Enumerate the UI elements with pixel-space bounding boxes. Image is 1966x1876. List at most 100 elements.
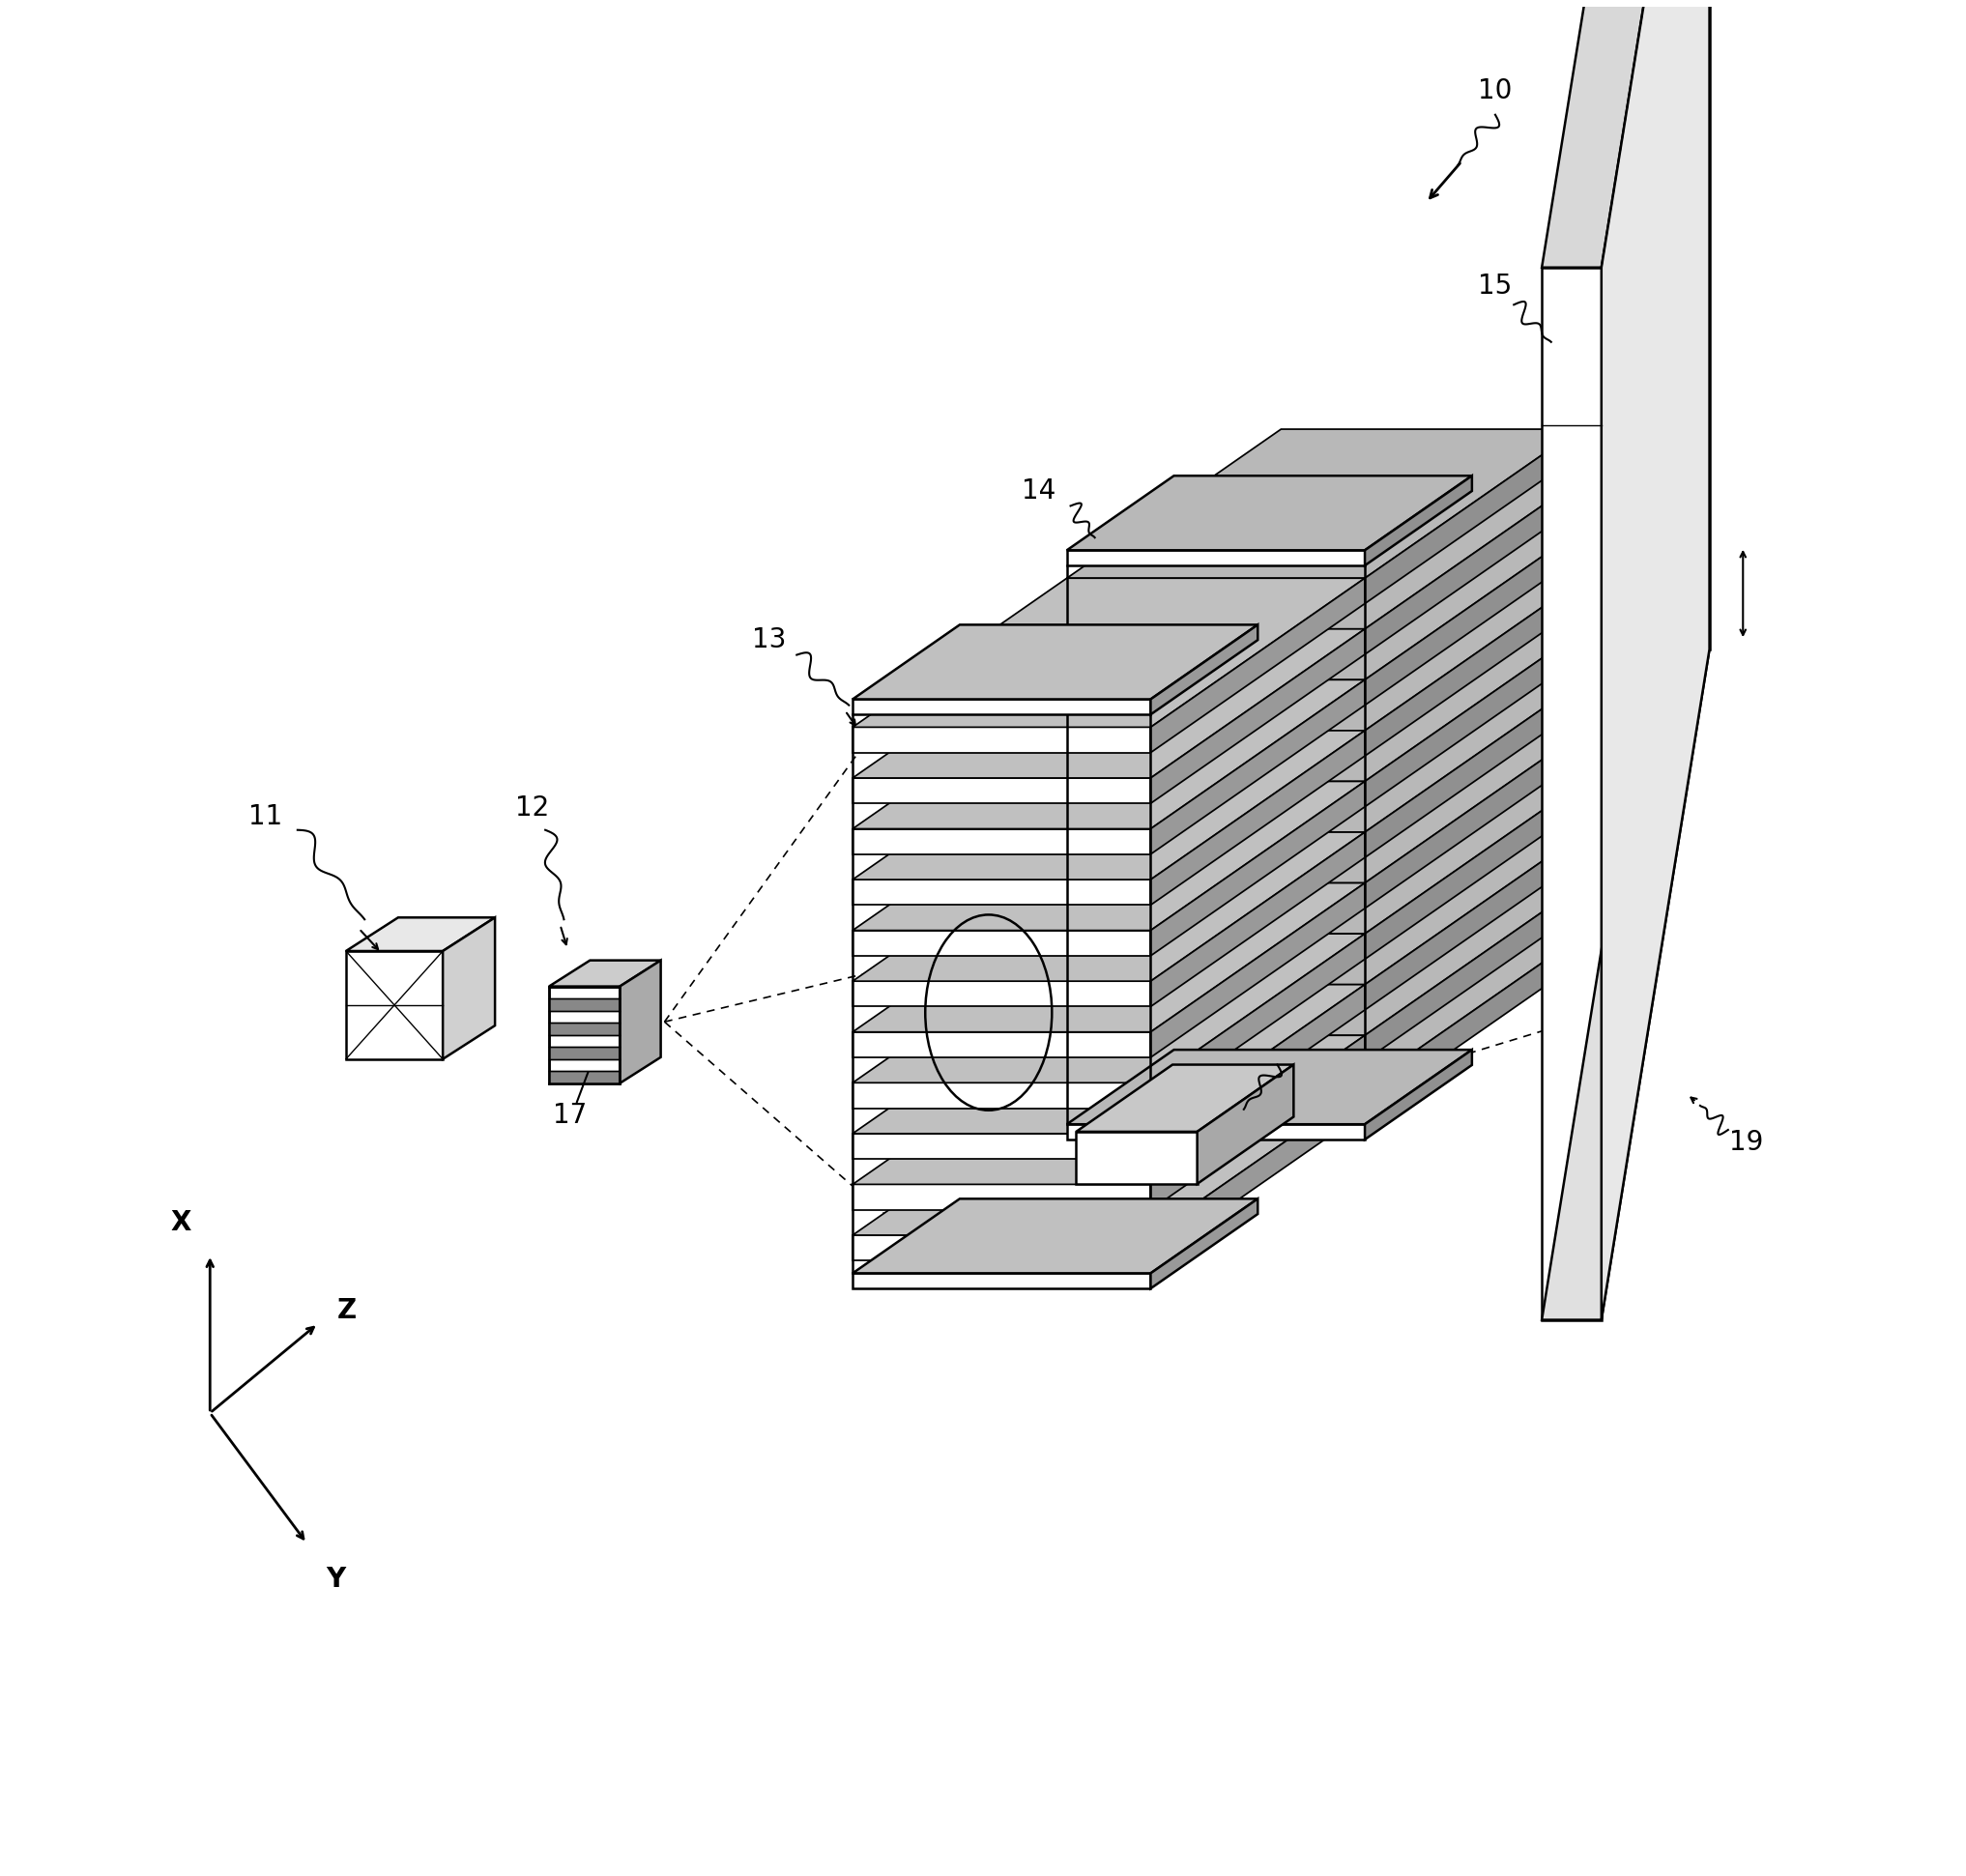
Text: Z: Z bbox=[336, 1296, 356, 1324]
Polygon shape bbox=[1649, 0, 1710, 649]
Polygon shape bbox=[1364, 531, 1579, 705]
Text: 19: 19 bbox=[1730, 1129, 1764, 1156]
Polygon shape bbox=[1150, 833, 1364, 1007]
Polygon shape bbox=[1068, 578, 1364, 604]
Polygon shape bbox=[853, 730, 1364, 880]
Polygon shape bbox=[1068, 582, 1579, 730]
Polygon shape bbox=[346, 951, 442, 1060]
Polygon shape bbox=[1068, 782, 1364, 807]
Text: 13: 13 bbox=[751, 627, 786, 653]
Polygon shape bbox=[1364, 430, 1579, 604]
Polygon shape bbox=[853, 779, 1150, 803]
Polygon shape bbox=[853, 884, 1364, 1032]
Polygon shape bbox=[1068, 985, 1364, 1009]
Polygon shape bbox=[1150, 1086, 1364, 1261]
Polygon shape bbox=[1364, 784, 1579, 959]
Polygon shape bbox=[1068, 835, 1579, 985]
Polygon shape bbox=[549, 961, 661, 987]
Polygon shape bbox=[1364, 582, 1579, 756]
Polygon shape bbox=[1364, 1051, 1473, 1139]
Polygon shape bbox=[1068, 1086, 1364, 1112]
Polygon shape bbox=[1068, 833, 1364, 857]
Polygon shape bbox=[1364, 477, 1473, 565]
Polygon shape bbox=[1068, 531, 1579, 679]
Polygon shape bbox=[1068, 477, 1473, 550]
Polygon shape bbox=[853, 930, 1150, 955]
Text: 12: 12 bbox=[515, 794, 549, 822]
Polygon shape bbox=[853, 782, 1364, 930]
Text: 14: 14 bbox=[1022, 478, 1056, 505]
Polygon shape bbox=[1150, 730, 1364, 904]
Polygon shape bbox=[853, 880, 1150, 904]
Polygon shape bbox=[1364, 632, 1579, 807]
Polygon shape bbox=[1150, 578, 1364, 752]
Polygon shape bbox=[1068, 730, 1364, 756]
Polygon shape bbox=[1150, 934, 1364, 1109]
Polygon shape bbox=[853, 700, 1150, 715]
Polygon shape bbox=[853, 728, 1150, 752]
Polygon shape bbox=[1150, 625, 1258, 715]
Polygon shape bbox=[853, 833, 1364, 981]
Polygon shape bbox=[1364, 480, 1579, 655]
Polygon shape bbox=[619, 961, 661, 1082]
Polygon shape bbox=[853, 1082, 1150, 1109]
Polygon shape bbox=[1068, 884, 1364, 908]
Polygon shape bbox=[1150, 679, 1364, 854]
Polygon shape bbox=[853, 578, 1364, 728]
Polygon shape bbox=[1364, 885, 1579, 1060]
Polygon shape bbox=[1068, 734, 1579, 884]
Polygon shape bbox=[1075, 1131, 1197, 1184]
Polygon shape bbox=[1541, 649, 1710, 1321]
Polygon shape bbox=[853, 1032, 1150, 1058]
Polygon shape bbox=[1068, 1124, 1364, 1139]
Polygon shape bbox=[853, 829, 1150, 854]
Text: 10: 10 bbox=[1478, 77, 1512, 103]
Polygon shape bbox=[549, 998, 619, 1011]
Text: 11: 11 bbox=[250, 803, 283, 831]
Polygon shape bbox=[1150, 985, 1364, 1159]
Polygon shape bbox=[1150, 884, 1364, 1058]
Polygon shape bbox=[853, 1184, 1150, 1210]
Polygon shape bbox=[853, 1234, 1150, 1261]
Polygon shape bbox=[1068, 784, 1579, 934]
Polygon shape bbox=[1541, 268, 1602, 1321]
Text: 18: 18 bbox=[1274, 1064, 1307, 1092]
Polygon shape bbox=[853, 1036, 1364, 1184]
Polygon shape bbox=[346, 917, 495, 951]
Polygon shape bbox=[1602, 0, 1710, 1321]
Polygon shape bbox=[1068, 885, 1579, 1036]
Polygon shape bbox=[853, 679, 1364, 829]
Polygon shape bbox=[1364, 938, 1579, 1112]
Polygon shape bbox=[1068, 679, 1364, 705]
Polygon shape bbox=[1068, 1036, 1364, 1060]
Polygon shape bbox=[853, 1133, 1150, 1159]
Polygon shape bbox=[853, 1086, 1364, 1234]
Polygon shape bbox=[1364, 734, 1579, 908]
Polygon shape bbox=[1068, 934, 1364, 959]
Polygon shape bbox=[1150, 1036, 1364, 1210]
Polygon shape bbox=[853, 628, 1364, 779]
Polygon shape bbox=[853, 625, 1258, 700]
Polygon shape bbox=[853, 985, 1364, 1133]
Text: 17: 17 bbox=[552, 1101, 586, 1129]
Polygon shape bbox=[1150, 1199, 1258, 1289]
Polygon shape bbox=[1068, 938, 1579, 1086]
Polygon shape bbox=[1068, 683, 1579, 833]
Polygon shape bbox=[549, 1071, 619, 1082]
Polygon shape bbox=[1068, 628, 1364, 655]
Text: 15: 15 bbox=[1478, 272, 1512, 300]
Polygon shape bbox=[1068, 550, 1364, 565]
Polygon shape bbox=[853, 1199, 1258, 1274]
Text: Y: Y bbox=[326, 1566, 346, 1593]
Polygon shape bbox=[1364, 835, 1579, 1009]
Polygon shape bbox=[1068, 480, 1579, 628]
Polygon shape bbox=[549, 1047, 619, 1060]
Text: H: H bbox=[1038, 1082, 1058, 1111]
Polygon shape bbox=[549, 1022, 619, 1036]
Polygon shape bbox=[1150, 628, 1364, 803]
Polygon shape bbox=[1075, 1066, 1294, 1131]
Polygon shape bbox=[1364, 683, 1579, 857]
Polygon shape bbox=[853, 934, 1364, 1082]
Polygon shape bbox=[549, 987, 619, 1082]
Polygon shape bbox=[442, 917, 495, 1060]
